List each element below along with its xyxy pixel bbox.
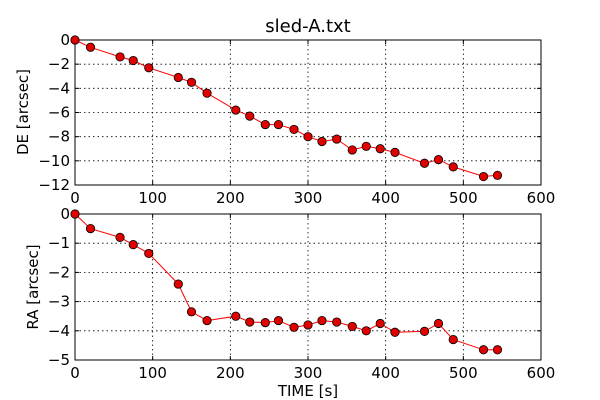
ra-data-point bbox=[144, 248, 154, 259]
de-data-point bbox=[419, 158, 430, 168]
ra-data-point bbox=[260, 318, 270, 328]
ra-y-tick-label: −5 bbox=[48, 351, 70, 369]
ra-data-point bbox=[303, 320, 313, 330]
de-series-line bbox=[74, 39, 498, 178]
time-axis-label: TIME [s] bbox=[277, 382, 338, 400]
ra-y-tick-label: −1 bbox=[48, 234, 70, 252]
de-y-tick-label: −2 bbox=[48, 55, 70, 73]
ra-data-point bbox=[375, 318, 385, 329]
de-x-tick-label: 300 bbox=[294, 189, 323, 207]
ra-panel: 0 100 200 300 400 500 600 0 −1 −2 −3 −4 −5 bbox=[48, 205, 555, 382]
de-data-point bbox=[173, 72, 183, 83]
de-panel: 0 100 200 300 400 500 600 0 −2 −4 −6 −8 −10 −12 bbox=[38, 31, 555, 207]
de-data-point bbox=[231, 105, 241, 115]
de-data-point bbox=[289, 124, 299, 135]
ra-y-tick-label: 0 bbox=[60, 205, 70, 223]
ra-data-point bbox=[289, 322, 299, 332]
ra-axis-label: RA [arcsec] bbox=[24, 244, 42, 329]
ra-data-point bbox=[361, 326, 371, 336]
ra-data-point bbox=[202, 315, 212, 326]
de-data-point bbox=[260, 119, 270, 130]
ra-data-point bbox=[70, 209, 80, 219]
de-x-tick-label: 0 bbox=[70, 189, 80, 207]
de-data-point bbox=[273, 119, 284, 130]
ra-x-tick-label: 300 bbox=[294, 364, 323, 382]
ra-data-point bbox=[317, 315, 327, 326]
ra-data-point bbox=[85, 224, 96, 234]
de-data-point bbox=[433, 155, 444, 165]
de-y-tick-label: −8 bbox=[48, 128, 70, 146]
ra-data-point bbox=[332, 317, 342, 327]
ra-data-point bbox=[478, 345, 489, 355]
ra-y-tick-label: −2 bbox=[48, 263, 70, 281]
ra-data-point bbox=[231, 311, 241, 321]
chart-title: sled-A.txt bbox=[265, 16, 350, 37]
de-data-point bbox=[448, 162, 458, 172]
de-y-tick-label: −6 bbox=[48, 104, 70, 122]
ra-data-point bbox=[245, 317, 255, 327]
de-data-point bbox=[332, 134, 342, 144]
de-data-point bbox=[317, 136, 327, 147]
de-y-tick-label: 0 bbox=[60, 31, 70, 49]
ra-x-tick-label: 600 bbox=[527, 364, 556, 382]
ra-data-point bbox=[186, 307, 197, 317]
de-y-tick-label: −10 bbox=[38, 152, 70, 170]
de-x-tick-label: 600 bbox=[527, 189, 556, 207]
ra-data-point bbox=[492, 345, 503, 355]
ra-data-point bbox=[419, 326, 430, 336]
de-y-tick-label: −4 bbox=[48, 79, 70, 97]
de-x-tick-label: 400 bbox=[371, 189, 400, 207]
de-data-point bbox=[70, 35, 80, 45]
de-data-point bbox=[85, 42, 96, 52]
de-x-tick-label: 500 bbox=[449, 189, 478, 207]
ra-x-tick-label: 0 bbox=[70, 364, 80, 382]
de-data-point bbox=[375, 144, 385, 154]
ra-y-tick-label: −4 bbox=[48, 322, 70, 340]
de-axis-label: DE [arcsec] bbox=[14, 69, 32, 155]
ra-x-tick-label: 200 bbox=[216, 364, 245, 382]
de-data-point bbox=[202, 88, 212, 98]
ra-data-point bbox=[347, 321, 357, 332]
de-data-point bbox=[186, 77, 197, 87]
ra-data-point bbox=[115, 232, 125, 242]
ra-data-point bbox=[273, 315, 284, 326]
de-data-point bbox=[492, 170, 503, 180]
ra-data-point bbox=[128, 240, 138, 250]
de-data-point bbox=[303, 132, 313, 142]
de-data-point bbox=[245, 111, 255, 121]
de-data-point bbox=[478, 171, 489, 182]
de-x-tick-label: 100 bbox=[138, 189, 167, 207]
ra-data-point bbox=[390, 327, 400, 337]
de-data-point bbox=[361, 141, 371, 151]
de-data-point bbox=[390, 147, 400, 157]
de-data-point bbox=[115, 52, 125, 62]
de-data-point bbox=[128, 55, 138, 66]
ra-data-point bbox=[433, 318, 444, 329]
de-y-tick-label: −12 bbox=[38, 176, 70, 194]
ra-x-tick-label: 100 bbox=[138, 364, 167, 382]
de-x-tick-label: 200 bbox=[216, 189, 245, 207]
ra-x-tick-label: 400 bbox=[371, 364, 400, 382]
ra-y-tick-label: −3 bbox=[48, 293, 70, 311]
ra-data-point bbox=[173, 279, 183, 289]
ra-series-line bbox=[74, 213, 498, 351]
ra-data-point bbox=[448, 334, 458, 345]
de-data-point bbox=[347, 145, 357, 155]
ra-x-tick-label: 500 bbox=[449, 364, 478, 382]
de-data-point bbox=[144, 63, 154, 73]
